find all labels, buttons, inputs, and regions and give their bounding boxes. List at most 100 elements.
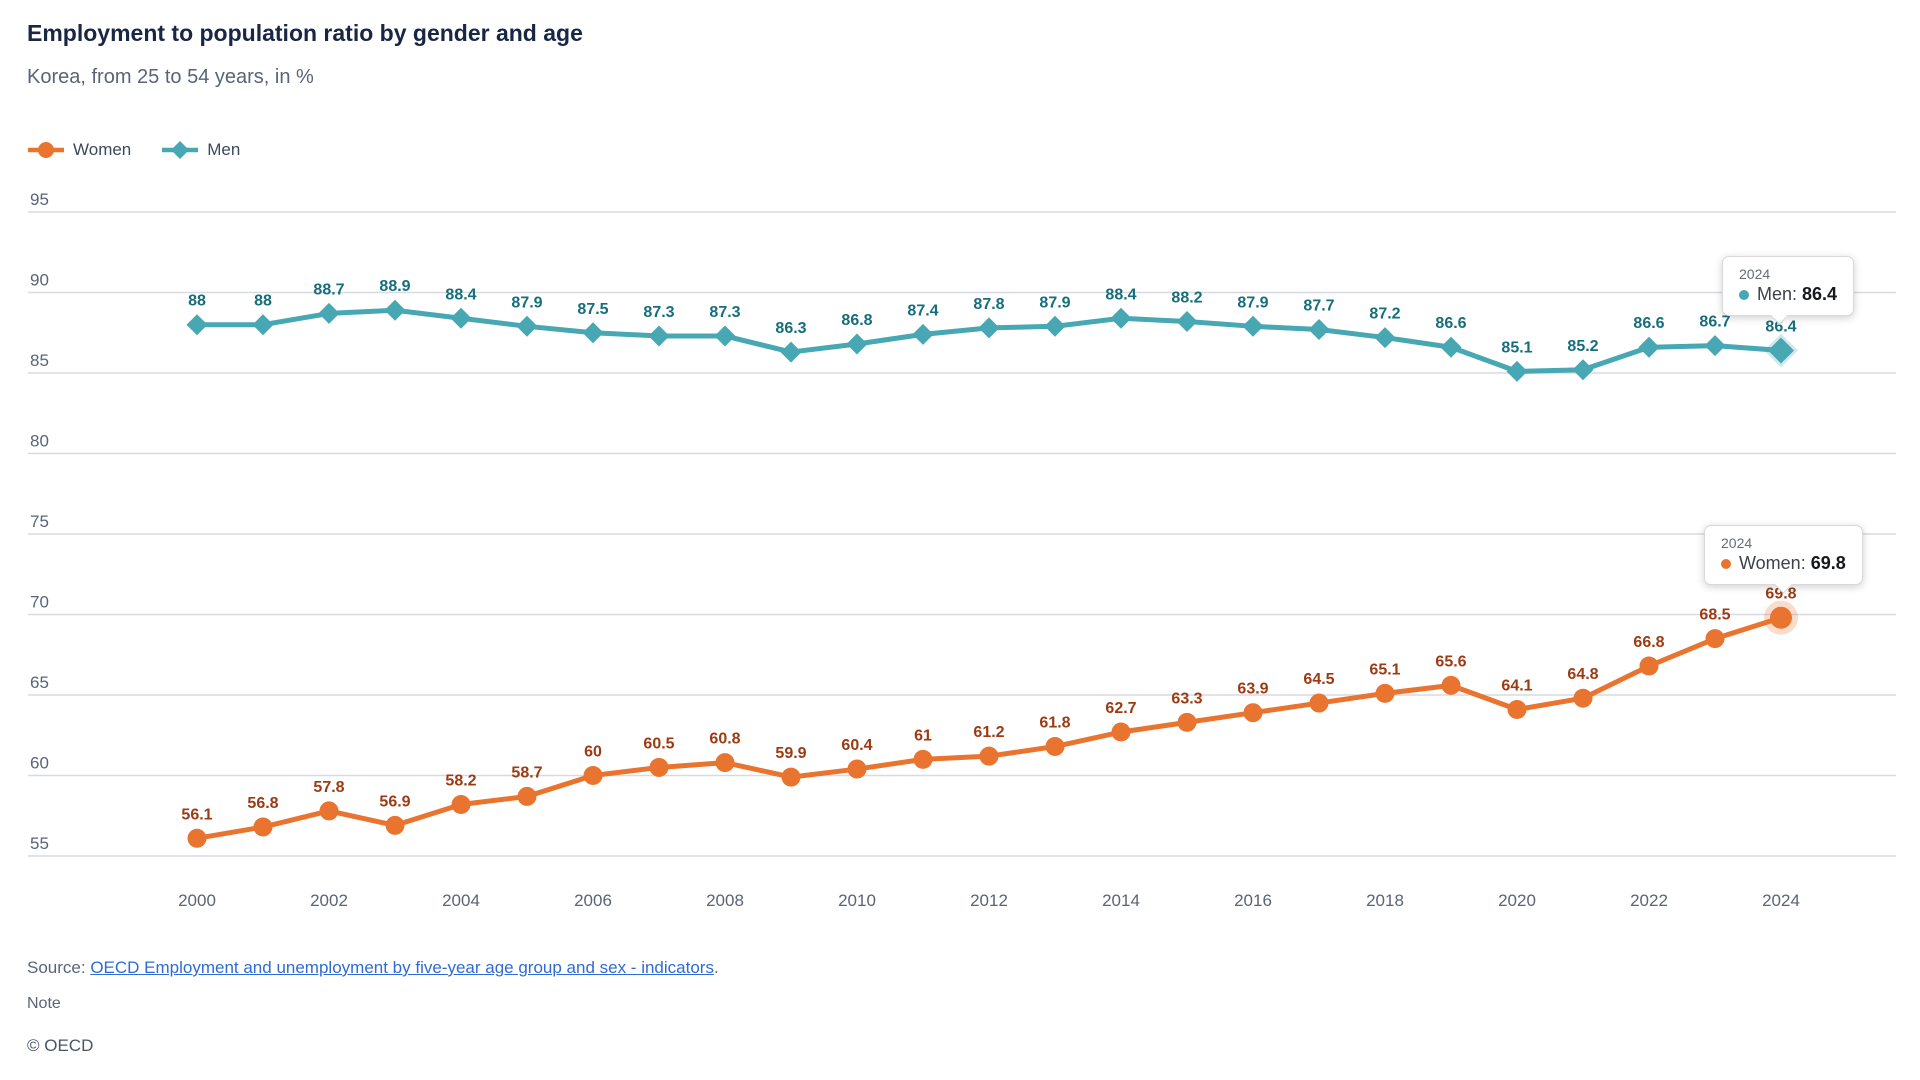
data-point[interactable] xyxy=(1705,629,1725,649)
series-men[interactable]: 88 88 88.7 88.9 88.4 87.9 87.5 87.3 87.3 86.3 86.8… xyxy=(186,278,1799,382)
data-label: 56.8 xyxy=(247,795,278,812)
data-label: 63.9 xyxy=(1237,681,1268,698)
data-label: 87.5 xyxy=(577,301,608,318)
tooltip-value: Men: 86.4 xyxy=(1757,284,1838,304)
data-point[interactable] xyxy=(1176,310,1198,332)
data-label: 88 xyxy=(254,293,272,310)
data-label: 87.9 xyxy=(1237,294,1268,311)
copyright-text: © OECD xyxy=(27,1036,94,1055)
data-point[interactable] xyxy=(450,307,472,329)
data-label: 57.8 xyxy=(313,779,344,796)
data-point[interactable] xyxy=(1110,307,1132,329)
data-point[interactable] xyxy=(912,323,934,345)
tooltip-year: 2024 xyxy=(1721,535,1753,551)
tooltip-value: Women: 69.8 xyxy=(1739,553,1846,573)
source-line: Source: OECD Employment and unemployment… xyxy=(27,958,719,978)
x-axis-labels: 2000 2002 2004 2006 2008 2010 2012 2014 2016 2018… xyxy=(178,891,1800,910)
legend-label-men: Men xyxy=(207,140,241,159)
series-women[interactable]: 56.1 56.8 57.8 56.9 58.2 58.7 60 60.5 60.8 59.9 60… xyxy=(181,586,1798,848)
data-label: 60.4 xyxy=(841,737,872,754)
data-point[interactable] xyxy=(1770,606,1792,629)
data-point[interactable] xyxy=(978,317,1000,339)
data-point[interactable] xyxy=(318,302,340,324)
data-point[interactable] xyxy=(186,314,208,336)
data-point[interactable] xyxy=(1375,683,1395,703)
data-point[interactable] xyxy=(1704,335,1726,357)
data-point[interactable] xyxy=(1440,336,1462,358)
data-point[interactable] xyxy=(451,794,471,814)
data-point[interactable] xyxy=(781,767,801,787)
data-point[interactable] xyxy=(913,749,933,769)
data-point[interactable] xyxy=(1308,319,1330,341)
data-point[interactable] xyxy=(1045,737,1065,757)
data-point[interactable] xyxy=(385,815,405,835)
data-point[interactable] xyxy=(847,759,867,779)
svg-text:55: 55 xyxy=(30,834,49,853)
data-label: 64.5 xyxy=(1303,671,1334,688)
data-point[interactable] xyxy=(1309,693,1329,713)
svg-text:2022: 2022 xyxy=(1630,891,1668,910)
source-link[interactable]: OECD Employment and unemployment by five… xyxy=(90,958,714,977)
data-point[interactable] xyxy=(1638,336,1660,358)
data-point[interactable] xyxy=(319,801,339,821)
tooltip-women-2024: 2024 Women: 69.8 xyxy=(1704,525,1863,585)
data-label: 58.7 xyxy=(511,764,542,781)
data-point[interactable] xyxy=(846,333,868,355)
data-label: 88.4 xyxy=(445,286,476,303)
data-label: 87.9 xyxy=(1039,294,1070,311)
tooltip-year: 2024 xyxy=(1739,266,1771,282)
note-text: Note xyxy=(27,995,61,1012)
data-point[interactable] xyxy=(252,314,274,336)
data-point[interactable] xyxy=(1374,327,1396,349)
data-point[interactable] xyxy=(583,766,603,785)
data-point[interactable] xyxy=(715,753,735,773)
data-point[interactable] xyxy=(1506,360,1528,382)
data-label: 86.6 xyxy=(1435,315,1466,332)
svg-text:2004: 2004 xyxy=(442,891,480,910)
data-label: 64.1 xyxy=(1501,677,1532,694)
data-point[interactable] xyxy=(1768,337,1794,364)
data-point[interactable] xyxy=(979,746,999,766)
data-label: 88.9 xyxy=(379,278,410,295)
svg-text:2000: 2000 xyxy=(178,891,216,910)
data-point[interactable] xyxy=(714,325,736,347)
svg-text:2016: 2016 xyxy=(1234,891,1272,910)
data-point[interactable] xyxy=(1572,359,1594,381)
data-point[interactable] xyxy=(1639,656,1659,676)
data-point[interactable] xyxy=(517,786,537,806)
svg-text:2008: 2008 xyxy=(706,891,744,910)
data-point[interactable] xyxy=(648,325,670,347)
data-label: 64.8 xyxy=(1567,666,1598,683)
data-point[interactable] xyxy=(1507,699,1527,719)
data-point[interactable] xyxy=(1441,675,1461,695)
data-point[interactable] xyxy=(187,828,207,848)
legend-item-men[interactable]: Men xyxy=(161,140,240,160)
data-point[interactable] xyxy=(384,299,406,321)
data-point[interactable] xyxy=(649,757,669,777)
svg-text:65: 65 xyxy=(30,673,49,692)
data-label: 61.2 xyxy=(973,724,1004,741)
data-label: 87.4 xyxy=(907,302,938,319)
data-point[interactable] xyxy=(1242,315,1264,337)
data-point[interactable] xyxy=(253,817,273,837)
data-point[interactable] xyxy=(1243,703,1263,723)
men-series-marker-icon xyxy=(162,141,199,159)
data-point[interactable] xyxy=(1573,688,1593,708)
data-label: 87.2 xyxy=(1369,306,1400,323)
data-point[interactable] xyxy=(1111,722,1131,742)
legend-item-women[interactable]: Women xyxy=(27,140,131,160)
data-point[interactable] xyxy=(582,322,604,344)
svg-text:2010: 2010 xyxy=(838,891,876,910)
data-point[interactable] xyxy=(1177,712,1197,732)
svg-text:85: 85 xyxy=(30,351,49,370)
data-label: 63.3 xyxy=(1171,690,1202,707)
data-point[interactable] xyxy=(780,341,802,363)
data-point[interactable] xyxy=(1044,315,1066,337)
data-label: 58.2 xyxy=(445,772,476,789)
data-point[interactable] xyxy=(516,315,538,337)
source-period: . xyxy=(713,958,719,977)
svg-text:2024: 2024 xyxy=(1762,891,1800,910)
series-lines[interactable]: 56.1 56.8 57.8 56.9 58.2 58.7 60 60.5 60.8 59.9 60… xyxy=(181,278,1798,848)
data-label: 65.1 xyxy=(1369,661,1400,678)
